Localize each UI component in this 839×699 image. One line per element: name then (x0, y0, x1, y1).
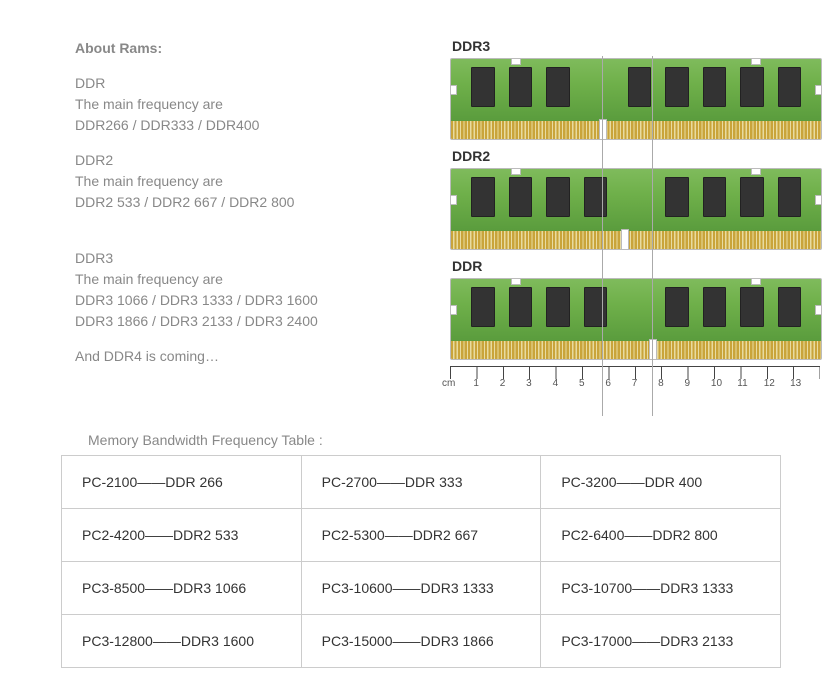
ram-chip (665, 67, 689, 107)
table-cell: PC-2100——DDR 266 (62, 456, 302, 509)
ram-chip (628, 67, 652, 107)
ruler-tick-label: 11 (737, 378, 763, 389)
ram-stick-ddr3 (450, 58, 822, 140)
ram-chip (703, 67, 727, 107)
ram-chip (703, 177, 727, 217)
ruler-tick-label: 8 (658, 378, 684, 389)
ram-chip (740, 177, 764, 217)
ddr3-line1: The main frequency are (75, 271, 223, 287)
ram-chip (778, 177, 802, 217)
ruler-tick-label: 13 (790, 378, 816, 389)
ruler-tick-label: 9 (685, 378, 711, 389)
ddr3-heading: DDR3 (75, 250, 113, 266)
ram-chip (584, 287, 608, 327)
alignment-guide (602, 56, 603, 416)
ruler-unit: cm (442, 378, 468, 389)
footer-line: And DDR4 is coming… (75, 348, 219, 364)
ram-chip (778, 287, 802, 327)
ram-chip (740, 287, 764, 327)
ruler-tick-label: 2 (500, 378, 526, 389)
table-cell: PC3-8500——DDR3 1066 (62, 562, 302, 615)
ddr2-line1: The main frequency are (75, 173, 223, 189)
ram-chip (546, 287, 570, 327)
table-cell: PC3-10700——DDR3 1333 (541, 562, 781, 615)
ram-chip (509, 177, 533, 217)
table-row: PC3-12800——DDR3 1600PC3-15000——DDR3 1866… (62, 615, 781, 668)
ram-chip (584, 177, 608, 217)
table-cell: PC-3200——DDR 400 (541, 456, 781, 509)
ram-chip (740, 67, 764, 107)
ruler-tick-label: 1 (473, 378, 499, 389)
ram-chip (471, 67, 495, 107)
ram-chip (509, 67, 533, 107)
table-row: PC2-4200——DDR2 533PC2-5300——DDR2 667PC2-… (62, 509, 781, 562)
ram-stick-ddr (450, 278, 822, 360)
table-cell: PC3-10600——DDR3 1333 (301, 562, 541, 615)
alignment-guide (652, 56, 653, 416)
ram-chip (546, 177, 570, 217)
table-cell: PC2-5300——DDR2 667 (301, 509, 541, 562)
ddr3-line2: DDR3 1066 / DDR3 1333 / DDR3 1600 (75, 292, 318, 308)
ram-chip (703, 287, 727, 327)
ddr-line1: The main frequency are (75, 96, 223, 112)
ram-chip (471, 177, 495, 217)
ram-chip (509, 287, 533, 327)
ram-label-ddr: DDR (452, 258, 830, 274)
ram-illustration: DDR3DDR2DDR cm12345678910111213 (450, 30, 830, 394)
ram-chip (778, 67, 802, 107)
ruler-tick-label: 10 (711, 378, 737, 389)
ruler-tick-label: 12 (764, 378, 790, 389)
ram-chip (665, 287, 689, 327)
table-row: PC-2100——DDR 266PC-2700——DDR 333PC-3200—… (62, 456, 781, 509)
ruler: cm12345678910111213 (450, 366, 820, 394)
ruler-tick-label: 6 (605, 378, 631, 389)
ram-chip (471, 287, 495, 327)
ddr3-line3: DDR3 1866 / DDR3 2133 / DDR3 2400 (75, 313, 318, 329)
ruler-tick-label: 3 (526, 378, 552, 389)
table-cell: PC3-15000——DDR3 1866 (301, 615, 541, 668)
ddr-line2: DDR266 / DDR333 / DDR400 (75, 117, 259, 133)
ddr-heading: DDR (75, 75, 105, 91)
frequency-table: PC-2100——DDR 266PC-2700——DDR 333PC-3200—… (61, 455, 781, 668)
table-row: PC3-8500——DDR3 1066PC3-10600——DDR3 1333P… (62, 562, 781, 615)
ram-chip (665, 177, 689, 217)
about-rams-text: About Rams: DDR The main frequency are D… (75, 38, 318, 381)
table-cell: PC2-6400——DDR2 800 (541, 509, 781, 562)
ddr2-line2: DDR2 533 / DDR2 667 / DDR2 800 (75, 194, 294, 210)
about-title: About Rams: (75, 40, 162, 56)
ram-chip (546, 67, 570, 107)
ruler-tick-label: 7 (632, 378, 658, 389)
table-cell: PC3-12800——DDR3 1600 (62, 615, 302, 668)
ddr2-heading: DDR2 (75, 152, 113, 168)
ram-label-ddr3: DDR3 (452, 38, 830, 54)
table-cell: PC2-4200——DDR2 533 (62, 509, 302, 562)
table-cell: PC-2700——DDR 333 (301, 456, 541, 509)
ruler-tick-label: 4 (553, 378, 579, 389)
ram-stick-ddr2 (450, 168, 822, 250)
ram-label-ddr2: DDR2 (452, 148, 830, 164)
table-cell: PC3-17000——DDR3 2133 (541, 615, 781, 668)
table-title: Memory Bandwidth Frequency Table : (88, 432, 323, 448)
